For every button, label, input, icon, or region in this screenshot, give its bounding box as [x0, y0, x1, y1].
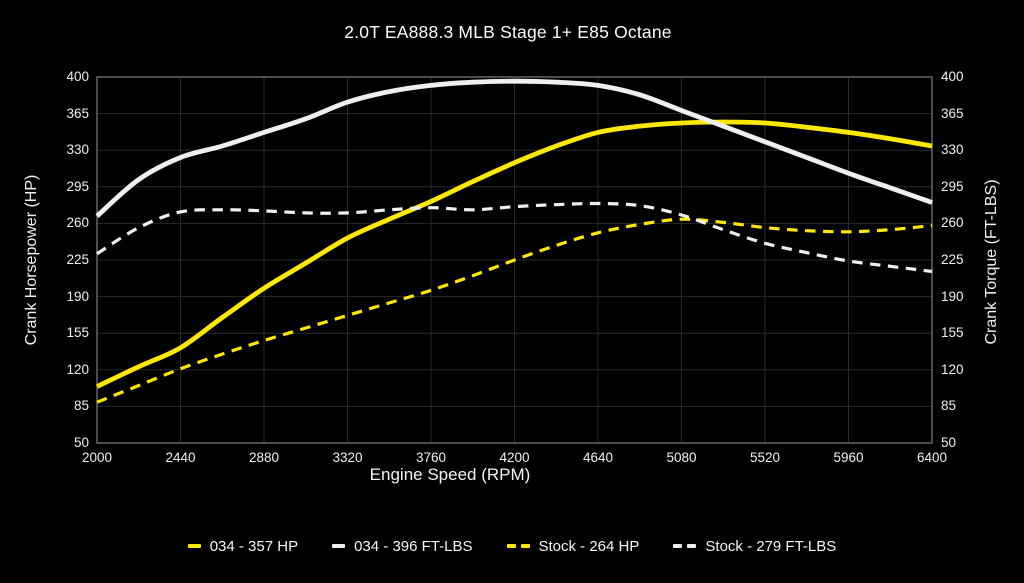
- x-tick: 3320: [332, 450, 363, 465]
- curve-2: [96, 217, 933, 404]
- y-tick-right: 85: [941, 398, 957, 414]
- y-tick-left: 295: [66, 178, 89, 194]
- y-tick-right: 120: [941, 361, 964, 377]
- legend-label: Stock - 279 FT-LBS: [705, 537, 837, 555]
- solid-line-icon: [332, 544, 346, 548]
- y-tick-left: 330: [66, 142, 89, 158]
- y-tick-right: 260: [941, 215, 964, 231]
- y-tick-right: 295: [941, 178, 964, 194]
- curve-3: [96, 201, 933, 274]
- x-axis-label: Engine Speed (RPM): [369, 465, 531, 484]
- chart-title: 2.0T EA888.3 MLB Stage 1+ E85 Octane: [344, 22, 672, 42]
- x-tick: 2000: [81, 450, 113, 465]
- x-tick: 4200: [499, 450, 530, 465]
- solid-line-icon: [187, 544, 201, 548]
- y-tick-right: 330: [941, 142, 964, 158]
- legend-item-1: 034 - 396 FT-LBS: [332, 537, 473, 555]
- x-tick: 2440: [165, 450, 196, 465]
- legend: 034 - 357 HP 034 - 396 FT-LBS Stock - 264 …: [0, 535, 1024, 557]
- legend-label: Stock - 264 HP: [538, 537, 640, 555]
- x-tick: 4640: [582, 450, 614, 465]
- x-tick: 5960: [833, 450, 864, 465]
- legend-item-3: Stock - 279 FT-LBS: [673, 538, 836, 555]
- x-tick: 2880: [248, 450, 280, 465]
- legend-label: 034 - 357 HP: [209, 537, 299, 555]
- y-tick-left: 50: [73, 435, 89, 450]
- y-tick-left: 365: [66, 105, 89, 121]
- y-tick-left: 190: [66, 288, 89, 304]
- y-tick-left: 225: [66, 252, 89, 267]
- y-tick-left: 120: [66, 361, 89, 377]
- y-tick-right: 400: [941, 69, 964, 84]
- y-tick-left: 400: [66, 69, 89, 84]
- y-tick-right: 225: [941, 252, 964, 267]
- x-tick: 3760: [415, 450, 447, 465]
- y-tick-left: 85: [73, 398, 89, 414]
- y-tick-left: 260: [66, 215, 89, 231]
- dashed-line-icon: [673, 544, 697, 548]
- x-tick: 5520: [749, 450, 781, 465]
- curve-1: [95, 78, 933, 218]
- plot-border: [96, 76, 933, 444]
- x-tick: 6400: [916, 450, 948, 465]
- x-tick: 5080: [666, 450, 697, 465]
- legend-item-2: Stock - 264 HP: [506, 537, 640, 555]
- y-tick-right: 155: [941, 325, 964, 341]
- y-tick-left: 155: [66, 325, 89, 341]
- y-tick-right: 190: [941, 288, 964, 304]
- dashed-line-icon: [506, 544, 530, 548]
- curve-0: [95, 119, 933, 389]
- legend-label: 034 - 396 FT-LBS: [354, 537, 473, 555]
- y-tick-right: 50: [941, 435, 957, 450]
- y-tick-right: 365: [941, 105, 964, 121]
- legend-item-0: 034 - 357 HP: [187, 537, 299, 555]
